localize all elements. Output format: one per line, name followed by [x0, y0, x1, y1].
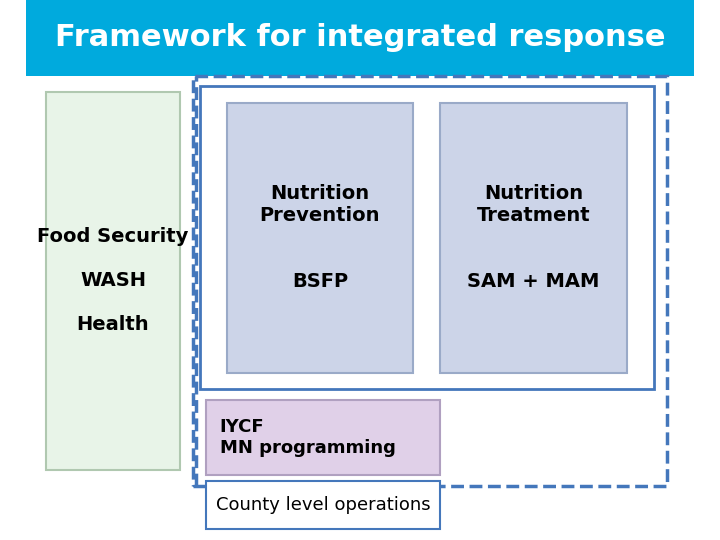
- FancyBboxPatch shape: [207, 481, 440, 529]
- FancyBboxPatch shape: [46, 92, 180, 470]
- FancyBboxPatch shape: [207, 400, 440, 475]
- Text: County level operations: County level operations: [216, 496, 431, 514]
- FancyBboxPatch shape: [227, 103, 413, 373]
- Text: Nutrition
Treatment


SAM + MAM: Nutrition Treatment SAM + MAM: [467, 184, 600, 291]
- FancyBboxPatch shape: [440, 103, 627, 373]
- FancyBboxPatch shape: [26, 0, 694, 76]
- Text: Nutrition
Prevention


BSFP: Nutrition Prevention BSFP: [260, 184, 380, 291]
- Text: Framework for integrated response: Framework for integrated response: [55, 23, 665, 52]
- Text: Food Security

WASH

Health: Food Security WASH Health: [37, 227, 189, 334]
- Text: IYCF
MN programming: IYCF MN programming: [220, 418, 396, 457]
- FancyBboxPatch shape: [200, 86, 654, 389]
